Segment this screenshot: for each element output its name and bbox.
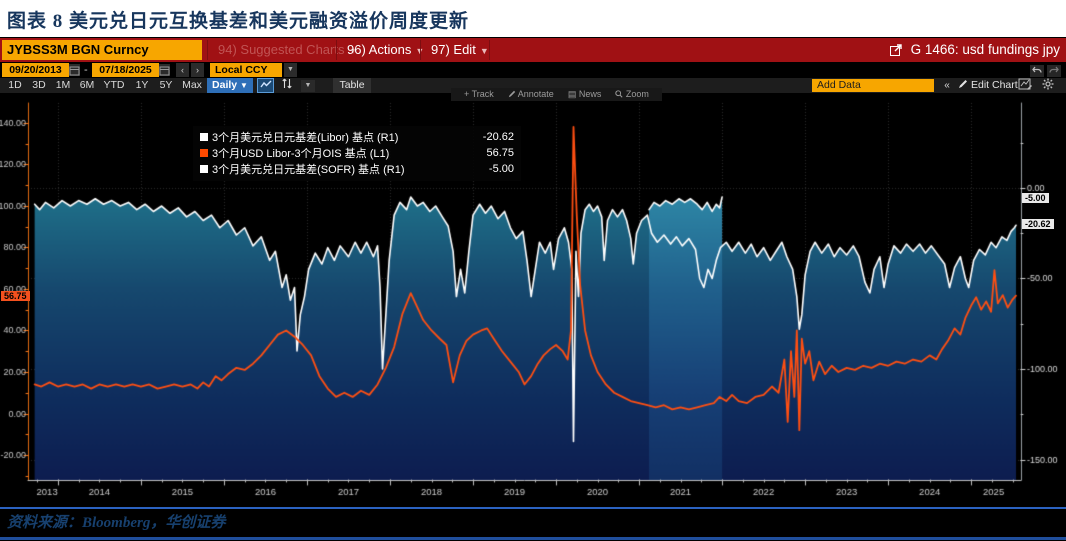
legend-item-sofr-basis[interactable]: 3个月美元兑日元基差(SOFR) 基点 (R1) -5.00: [200, 161, 514, 177]
date-range-row: 09/20/2013 - 07/18/2025 ‹ › Local CCY ▼: [0, 63, 1066, 78]
export-icon[interactable]: [889, 40, 903, 64]
page-title: 图表 8 美元兑日元互换基差和美元融资溢价周度更新: [7, 11, 470, 32]
menu-suggested-charts[interactable]: 94) Suggested Charts ▼: [218, 42, 358, 57]
source-note: 资料来源：Bloomberg，华创证券: [7, 515, 226, 531]
legend-item-libor-basis[interactable]: 3个月美元兑日元基差(Libor) 基点 (R1) -20.62: [200, 129, 514, 145]
chart-panel: 3个月美元兑日元基差(Libor) 基点 (R1) -20.62 3个月USD …: [0, 96, 1066, 508]
legend-swatch: [200, 149, 208, 157]
date-range-dash: -: [84, 64, 88, 76]
add-data-input[interactable]: Add Data: [812, 79, 934, 92]
currency-select[interactable]: Local CCY: [210, 63, 282, 77]
period-ytd[interactable]: YTD: [103, 79, 125, 91]
chevron-down-icon: ▼: [415, 46, 424, 56]
divider-line: [0, 537, 1066, 540]
menu-edit[interactable]: 97) Edit ▼: [431, 42, 489, 57]
right-axis-sofr-badge: -5.00: [1022, 193, 1049, 203]
date-from-input[interactable]: 09/20/2013: [2, 63, 69, 77]
security-input[interactable]: JYBSS3M BGN Curncy: [2, 40, 202, 60]
plus-icon: +: [464, 89, 472, 99]
step-forward-button[interactable]: ›: [191, 63, 204, 77]
annotate-tool[interactable]: Annotate: [508, 89, 554, 99]
period-1y[interactable]: 1Y: [135, 79, 149, 91]
price-chart-canvas[interactable]: [0, 96, 1066, 508]
legend-swatch: [200, 165, 208, 173]
left-axis-last-value-badge: 56.75: [1, 291, 30, 301]
pencil-icon: [508, 90, 515, 98]
period-6m[interactable]: 6M: [79, 79, 95, 91]
chevron-down-icon: ▼: [348, 46, 358, 56]
chart-id-label: G 1466: usd fundings jpy: [889, 38, 1060, 64]
chart-toolbar-row: 1D 3D 1M 6M YTD 1Y 5Y Max Daily ▼ ▼ Tabl…: [0, 78, 1066, 93]
date-to-input[interactable]: 07/18/2025: [92, 63, 159, 77]
right-axis-libor-badge: -20.62: [1022, 219, 1054, 229]
edit-chart-button[interactable]: Edit Chart: [958, 78, 1018, 93]
track-tool[interactable]: + Track: [464, 89, 494, 99]
gear-icon[interactable]: [1042, 78, 1054, 93]
line-chart-type-button[interactable]: [257, 78, 274, 93]
table-button[interactable]: Table: [333, 78, 371, 93]
terminal-menu-bar: JYBSS3M BGN Curncy 94) Suggested Charts ▼…: [0, 38, 1066, 62]
chevron-down-icon: ▼: [240, 81, 248, 90]
news-icon: ▤: [567, 89, 579, 99]
chevron-down-icon: ▼: [479, 46, 489, 56]
menu-separator: [336, 40, 337, 60]
compare-sort-icon[interactable]: [279, 78, 295, 93]
divider-line: [0, 507, 1066, 509]
menu-actions[interactable]: 96) Actions▼: [339, 38, 432, 62]
redo-button[interactable]: [1047, 65, 1061, 77]
menu-separator: [489, 40, 490, 60]
pencil-icon: [959, 80, 967, 88]
period-3d[interactable]: 3D: [32, 79, 46, 91]
zoom-tool[interactable]: Zoom: [615, 89, 649, 99]
step-back-button[interactable]: ‹: [176, 63, 189, 77]
chart-annotate-icon[interactable]: [1018, 78, 1032, 93]
calendar-icon[interactable]: [159, 64, 170, 76]
legend-swatch: [200, 133, 208, 141]
period-1m[interactable]: 1M: [55, 79, 71, 91]
undo-button[interactable]: [1030, 65, 1044, 77]
news-tool[interactable]: ▤ News: [567, 89, 602, 99]
calendar-icon[interactable]: [69, 64, 80, 76]
currency-dropdown-button[interactable]: ▼: [284, 63, 297, 77]
period-1d[interactable]: 1D: [8, 79, 22, 91]
chart-type-dropdown-button[interactable]: ▼: [301, 80, 315, 92]
magnifier-icon: [615, 90, 623, 98]
frequency-select[interactable]: Daily ▼: [207, 78, 253, 93]
chart-legend: 3个月美元兑日元基差(Libor) 基点 (R1) -20.62 3个月USD …: [193, 126, 521, 181]
period-5y[interactable]: 5Y: [159, 79, 173, 91]
collapse-panel-button[interactable]: «: [944, 80, 950, 91]
menu-separator: [420, 40, 421, 60]
legend-item-libor-ois[interactable]: 3个月USD Libor-3个月OIS 基点 (L1) 56.75: [200, 145, 514, 161]
report-title-bar: 图表 8 美元兑日元互换基差和美元融资溢价周度更新: [0, 0, 1066, 37]
chart-tools-bar: + Track Annotate ▤ News Zoom: [451, 88, 662, 101]
menu-separator: [207, 40, 208, 60]
period-max[interactable]: Max: [182, 79, 202, 91]
